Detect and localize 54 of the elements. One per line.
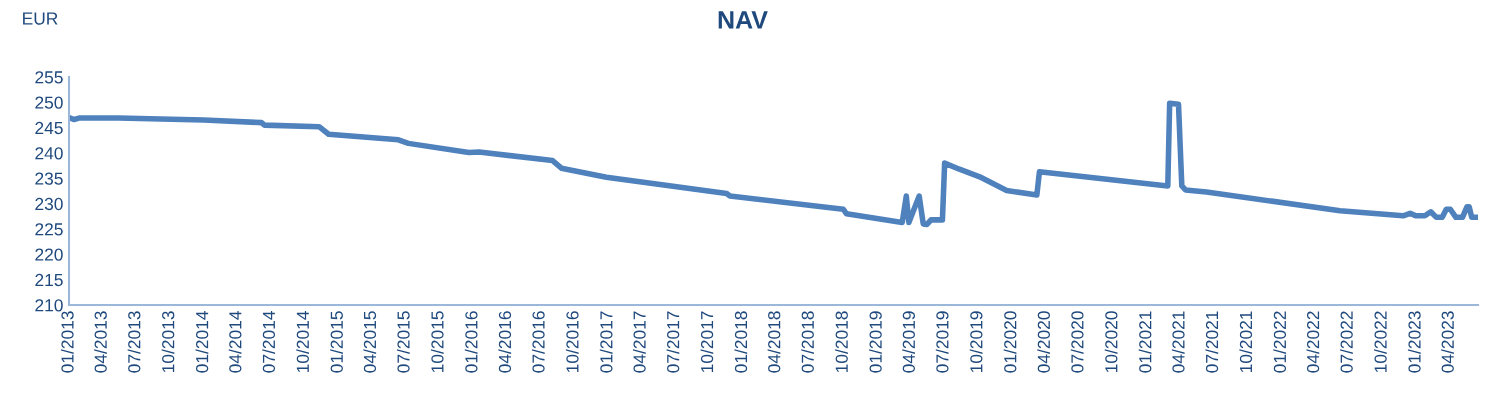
x-tick-label: 01/2017 (599, 311, 613, 373)
x-tick-label: 04/2021 (1171, 311, 1185, 373)
chart-title: NAV (718, 11, 768, 29)
x-tick-label: 07/2022 (1340, 311, 1353, 373)
y-tick-label: 245 (35, 121, 63, 135)
y-tick-label: 210 (35, 299, 63, 312)
x-tick-label: 04/2019 (902, 311, 915, 373)
x-tick-label: 07/2013 (127, 311, 141, 373)
y-tick-label: 230 (35, 197, 63, 211)
x-tick-label: 01/2023 (1407, 311, 1421, 373)
x-tick-label: 10/2017 (700, 311, 714, 372)
x-tick-label: 07/2016 (531, 311, 545, 373)
x-tick-label: 10/2015 (430, 311, 444, 372)
y-tick-label: 240 (35, 147, 63, 160)
x-tick-label: 01/2019 (869, 311, 882, 373)
x-tick-label: 04/2022 (1306, 311, 1320, 373)
y-tick-label: 255 (35, 71, 63, 84)
x-tick-label: 07/2019 (935, 311, 949, 373)
x-tick-label: 01/2021 (1138, 311, 1152, 373)
x-tick-label: 04/2023 (1441, 311, 1454, 373)
x-tick-label: 01/2014 (195, 311, 209, 373)
x-tick-label: 04/2013 (94, 311, 107, 373)
x-tick-label: 04/2016 (498, 311, 512, 373)
y-tick-label: 250 (35, 96, 63, 109)
x-tick-label: 10/2018 (835, 311, 848, 372)
x-tick-label: 01/2022 (1273, 311, 1287, 373)
x-tick-label: 01/2015 (330, 311, 343, 373)
x-tick-label: 07/2018 (801, 311, 814, 373)
x-tick-label: 07/2015 (396, 311, 410, 373)
x-tick-label: 10/2019 (969, 311, 983, 372)
x-tick-label: 10/2014 (296, 311, 309, 372)
x-tick-label: 07/2017 (666, 311, 680, 373)
x-tick-label: 07/2020 (1070, 311, 1084, 373)
y-tick-label: 215 (35, 273, 63, 287)
x-tick-label: 04/2014 (228, 311, 242, 373)
x-tick-label: 07/2014 (262, 311, 276, 373)
x-tick-label: 10/2016 (565, 311, 579, 372)
y-axis-title: EUR (23, 12, 58, 25)
y-tick-label: 220 (35, 248, 63, 261)
x-tick-label: 10/2013 (161, 311, 175, 372)
x-tick-label: 01/2013 (60, 311, 74, 373)
x-tick-label: 04/2015 (363, 311, 377, 373)
x-tick-label: 04/2017 (632, 311, 646, 373)
x-tick-label: 01/2016 (464, 311, 478, 373)
x-tick-label: 04/2020 (1037, 311, 1050, 373)
x-tick-label: 10/2021 (1239, 311, 1253, 372)
y-tick-label: 235 (35, 172, 63, 185)
x-tick-label: 01/2018 (734, 311, 748, 373)
x-tick-label: 07/2021 (1205, 311, 1219, 373)
x-tick-label: 04/2018 (767, 311, 781, 373)
x-tick-label: 10/2022 (1374, 311, 1387, 372)
x-tick-label: 01/2020 (1003, 311, 1017, 373)
x-tick-label: 10/2020 (1104, 311, 1118, 372)
y-tick-label: 225 (35, 223, 63, 236)
